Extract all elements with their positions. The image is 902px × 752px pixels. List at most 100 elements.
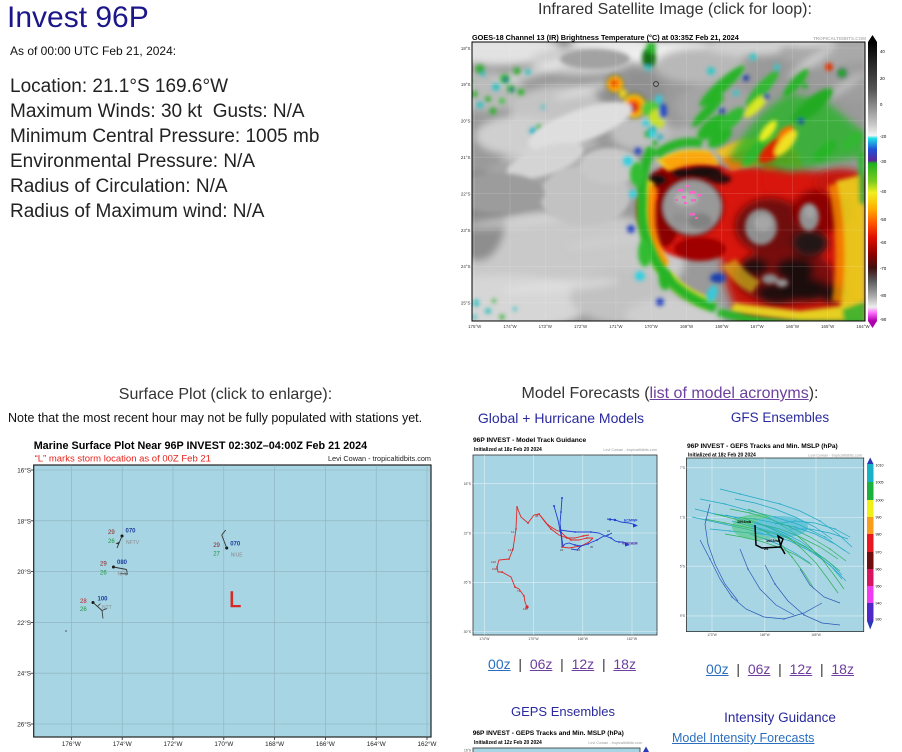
svg-text:16°S: 16°S <box>464 749 471 752</box>
svg-text:Levi Cowan - tropicaltidbits.c: Levi Cowan - tropicaltidbits.com <box>808 454 862 458</box>
svg-text:174°W: 174°W <box>503 324 517 329</box>
svg-text:29: 29 <box>213 543 220 549</box>
svg-text:173°W: 173°W <box>707 633 717 637</box>
svg-text:170°W: 170°W <box>645 324 659 329</box>
svg-text:96P INVEST - GEFS Tracks and M: 96P INVEST - GEFS Tracks and Min. MSLP (… <box>687 443 838 450</box>
svg-text:40: 40 <box>880 49 885 54</box>
svg-text:17°S: 17°S <box>680 466 685 470</box>
svg-text:-50: -50 <box>880 217 887 222</box>
svg-text:22°S: 22°S <box>464 531 472 535</box>
svg-text:29: 29 <box>108 530 115 536</box>
svg-text:26: 26 <box>80 607 87 613</box>
svg-text:18°S: 18°S <box>461 46 471 51</box>
svg-text:25°S: 25°S <box>680 564 685 568</box>
svg-text:-90: -90 <box>880 317 887 322</box>
svg-text:21°S: 21°S <box>461 155 471 160</box>
svg-text:930: 930 <box>876 618 882 622</box>
svg-text:970: 970 <box>876 551 882 555</box>
svg-text:960: 960 <box>876 568 882 572</box>
svg-text:20°S: 20°S <box>17 568 31 576</box>
svg-text:24: 24 <box>560 548 564 552</box>
svg-text:173°W: 173°W <box>539 324 553 329</box>
svg-text:29°S: 29°S <box>680 614 685 618</box>
svg-text:174°W: 174°W <box>113 740 132 748</box>
svg-text:21°S: 21°S <box>680 516 685 520</box>
svg-text:30°S: 30°S <box>464 630 472 634</box>
svg-text:167°W: 167°W <box>750 324 764 329</box>
svg-text:170°W: 170°W <box>214 740 233 748</box>
svg-text:72: 72 <box>517 589 521 593</box>
svg-text:16°S: 16°S <box>17 467 31 475</box>
svg-text:100: 100 <box>98 597 109 603</box>
svg-text:175°W: 175°W <box>468 324 482 329</box>
svg-text:96P INVEST - GEPS Tracks and M: 96P INVEST - GEPS Tracks and Min. MSLP (… <box>473 730 624 737</box>
svg-text:24: 24 <box>764 547 769 551</box>
svg-text:168°W: 168°W <box>265 740 284 748</box>
svg-text:NFTV: NFTV <box>126 540 140 546</box>
svg-text:-60: -60 <box>880 240 887 245</box>
svg-text:29: 29 <box>100 562 107 568</box>
svg-text:Initialized at 12z Feb 20 2024: Initialized at 12z Feb 20 2024 <box>474 740 542 746</box>
svg-text:NTT: NTT <box>102 605 112 611</box>
svg-text:070: 070 <box>126 529 137 535</box>
svg-text:36: 36 <box>590 545 594 549</box>
svg-text:166°W: 166°W <box>786 324 800 329</box>
svg-text:26°S: 26°S <box>17 721 31 729</box>
svg-text:19°S: 19°S <box>461 82 471 87</box>
svg-text:96P INVEST - Model Track Guida: 96P INVEST - Model Track Guidance <box>473 437 586 444</box>
svg-text:-40: -40 <box>880 189 887 194</box>
svg-text:NFO: NFO <box>118 572 129 578</box>
svg-text:-30: -30 <box>880 159 887 164</box>
svg-text:28: 28 <box>80 599 87 605</box>
svg-text:164°W: 164°W <box>856 324 870 329</box>
svg-text:980: 980 <box>876 533 882 537</box>
svg-text:23°S: 23°S <box>461 228 471 233</box>
svg-text:24°S: 24°S <box>461 264 471 269</box>
svg-text:22°S: 22°S <box>461 191 471 196</box>
svg-text:24°S: 24°S <box>17 670 31 678</box>
svg-text:171°W: 171°W <box>609 324 623 329</box>
svg-text:080: 080 <box>117 560 128 566</box>
svg-text:Levi Cowan - tropicaltidbits.c: Levi Cowan - tropicaltidbits.com <box>588 741 642 745</box>
svg-text:Marine Surface Plot Near 96P I: Marine Surface Plot Near 96P INVEST 02:3… <box>34 440 367 452</box>
svg-text:0: 0 <box>880 102 883 107</box>
svg-text:48: 48 <box>535 514 539 518</box>
svg-text:18z: 18z <box>523 607 528 611</box>
svg-text:940: 940 <box>876 602 882 606</box>
svg-text:120: 120 <box>491 560 496 564</box>
svg-text:176°W: 176°W <box>62 740 81 748</box>
svg-text:169°W: 169°W <box>760 633 770 637</box>
svg-text:172°W: 172°W <box>574 324 588 329</box>
svg-text:1003mb: 1003mb <box>766 539 781 543</box>
svg-text:22°S: 22°S <box>17 619 31 627</box>
svg-text:26: 26 <box>108 539 115 545</box>
svg-text:GOES-18 Channel 13 (IR) Bright: GOES-18 Channel 13 (IR) Brightness Tempe… <box>472 33 740 42</box>
svg-text:165°W: 165°W <box>811 633 821 637</box>
svg-text:1010: 1010 <box>876 464 884 468</box>
svg-text:166°W: 166°W <box>578 637 589 641</box>
svg-text:172°W: 172°W <box>164 740 183 748</box>
svg-text:-70: -70 <box>880 266 887 271</box>
svg-text:950: 950 <box>876 585 882 589</box>
svg-text:1005: 1005 <box>876 481 884 485</box>
svg-text:NAVGEM: NAVGEM <box>622 542 638 546</box>
svg-text:-80: -80 <box>880 293 887 298</box>
svg-text:162°W: 162°W <box>627 637 638 641</box>
svg-text:Initialized at 18z Feb 20 2024: Initialized at 18z Feb 20 2024 <box>688 453 756 459</box>
svg-text:108: 108 <box>492 567 497 571</box>
svg-text:18°S: 18°S <box>464 482 472 486</box>
svg-text:1000: 1000 <box>876 499 884 503</box>
svg-text:L: L <box>229 587 241 612</box>
svg-text:26°S: 26°S <box>464 581 472 585</box>
svg-text:“L” marks storm location as of: “L” marks storm location as of 00Z Feb 2… <box>35 454 211 465</box>
svg-text:24: 24 <box>577 548 581 552</box>
svg-text:162°W: 162°W <box>418 740 437 748</box>
svg-text:26: 26 <box>100 571 107 577</box>
svg-text:169°W: 169°W <box>680 324 694 329</box>
svg-text:20°S: 20°S <box>461 119 471 124</box>
svg-text:Levi Cowan - tropicaltidbits.c: Levi Cowan - tropicaltidbits.com <box>603 448 657 452</box>
svg-text:164°W: 164°W <box>367 740 386 748</box>
svg-text:20: 20 <box>880 76 885 81</box>
svg-text:18°S: 18°S <box>17 517 31 525</box>
svg-text:174°W: 174°W <box>479 637 490 641</box>
